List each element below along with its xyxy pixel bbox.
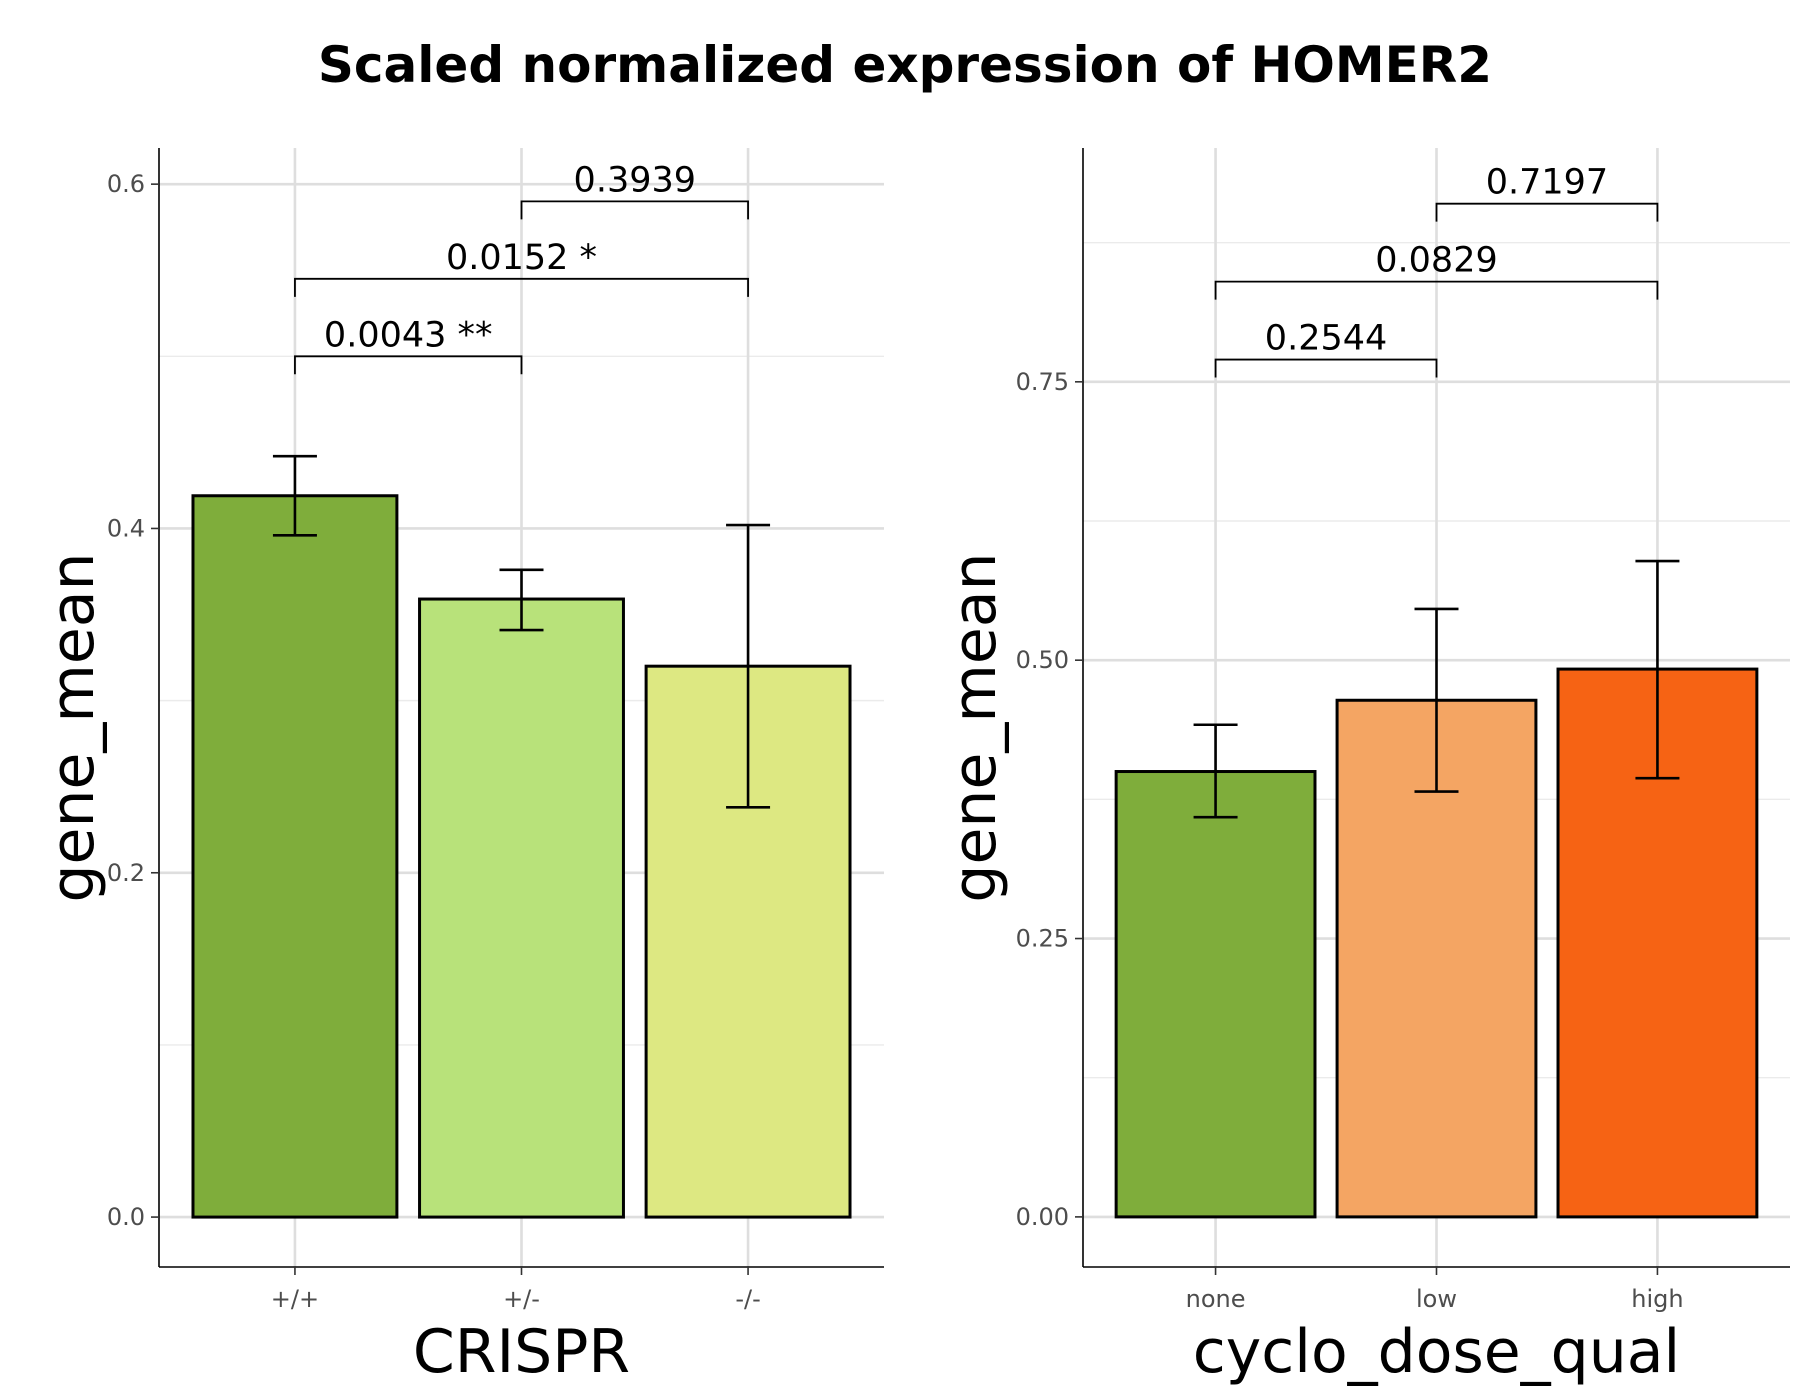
comparison-bracket	[520, 200, 749, 220]
x-tick-label: low	[1416, 1285, 1457, 1313]
comparison-bracket	[294, 277, 749, 297]
chart-title: Scaled normalized expression of HOMER2	[318, 36, 1492, 94]
x-tick-label: -/-	[735, 1285, 760, 1313]
y-axis-title: gene_mean	[940, 552, 1010, 902]
comparison-bracket	[294, 355, 523, 375]
bar-none	[1114, 770, 1317, 1219]
bar-+/-	[418, 597, 625, 1219]
x-tick-label: +/+	[271, 1285, 319, 1313]
x-tick-label: none	[1186, 1285, 1246, 1313]
comparison-label: 0.0829	[1375, 241, 1497, 281]
bar-+/+	[191, 494, 399, 1219]
y-tick-label: 0.75	[1016, 368, 1069, 396]
x-axis-title: cyclo_dose_qual	[1193, 1317, 1680, 1387]
comparison-label: 0.7197	[1486, 163, 1608, 203]
x-tick-label: high	[1631, 1285, 1683, 1313]
comparison-bracket	[1214, 358, 1438, 378]
comparison-bracket	[1214, 280, 1659, 300]
y-tick-label: 0.00	[1016, 1203, 1069, 1231]
y-tick-label: 0.6	[107, 170, 145, 198]
comparison-label: 0.3939	[574, 160, 696, 200]
x-tick-label: +/-	[503, 1285, 540, 1313]
y-tick-label: 0.2	[107, 859, 145, 887]
y-axis-title: gene_mean	[38, 552, 108, 902]
y-tick-label: 0.50	[1016, 646, 1069, 674]
y-tick-label: 0.4	[107, 514, 145, 542]
comparison-bracket	[1435, 202, 1659, 222]
x-axis-title: CRISPR	[413, 1317, 630, 1387]
comparison-label: 0.2544	[1265, 319, 1387, 359]
comparison-label: 0.0043 **	[324, 315, 493, 355]
panel-cyclo-dose: 0.2544 0.0829 0.7197 0.00 0.25 0.50 0.75 none lo…	[940, 148, 1790, 1387]
comparison-label: 0.0152 *	[446, 238, 597, 278]
panel-crispr: 0.0043 ** 0.0152 * 0.3939 0.0 0.2 0.4 0.6 +/+ +/…	[38, 148, 884, 1387]
y-tick-label: 0.0	[107, 1203, 145, 1231]
y-tick-label: 0.25	[1016, 925, 1069, 953]
